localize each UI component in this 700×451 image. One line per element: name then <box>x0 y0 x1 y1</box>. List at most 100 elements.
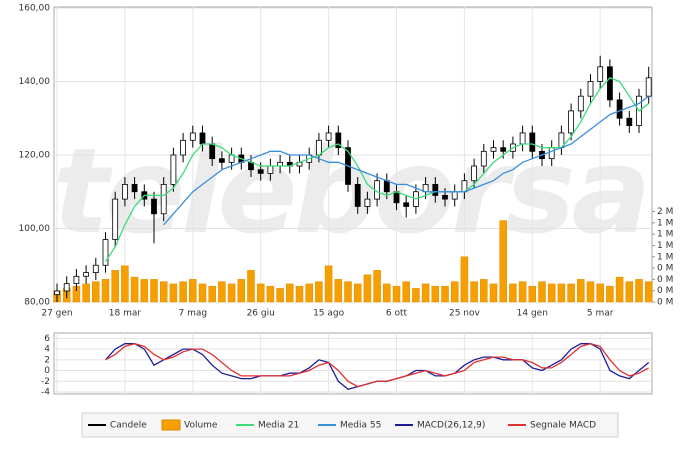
y-tick-label: 0 <box>44 366 50 376</box>
y2-tick-label: 0 M <box>657 275 673 285</box>
volume-bar <box>305 283 313 303</box>
volume-bar <box>538 281 546 303</box>
candle-body <box>471 165 478 182</box>
volume-bar <box>353 283 362 303</box>
volume-bar <box>295 285 304 303</box>
y-tick-label: -4 <box>41 388 50 398</box>
candle-body <box>548 147 555 160</box>
candle-body <box>54 290 60 296</box>
candle-body <box>519 132 526 145</box>
legend-label: Media 55 <box>340 421 381 431</box>
volume-bar <box>101 279 110 303</box>
legend-label: Segnale MACD <box>530 421 596 431</box>
volume-bar <box>266 285 275 303</box>
volume-bar <box>577 279 585 303</box>
y2-tick-label: 1 M <box>657 241 673 251</box>
volume-bar <box>179 281 187 303</box>
volume-bar <box>450 281 459 303</box>
volume-bar <box>334 279 343 303</box>
y-tick-label: 120,00 <box>19 151 51 161</box>
x-tick-label: 5 mar <box>587 309 614 319</box>
candle-body <box>442 195 448 200</box>
candle-body <box>151 198 157 215</box>
candle-body <box>597 66 604 82</box>
x-tick-label: 6 ott <box>386 309 408 319</box>
volume-bar <box>470 281 478 303</box>
volume-bar <box>189 279 197 303</box>
x-tick-label: 15 ago <box>313 309 345 319</box>
candle-body <box>364 198 371 207</box>
y2-tick-label: 1 M <box>657 252 673 262</box>
volume-bar <box>276 288 284 303</box>
volume-bar <box>421 283 430 303</box>
y-tick-label: 6 <box>44 334 50 344</box>
candle-body <box>209 143 216 160</box>
candle-body <box>616 99 623 119</box>
y-tick-label: 2 <box>44 355 50 365</box>
legend-label: Media 21 <box>258 421 299 431</box>
volume-bar <box>150 279 158 303</box>
candle-body <box>393 191 400 204</box>
volume-bar <box>227 283 236 303</box>
volume-bar <box>596 283 604 303</box>
volume-bar <box>460 256 469 303</box>
x-tick-label: 25 nov <box>449 309 481 319</box>
volume-bar <box>140 279 149 303</box>
candle-body <box>63 283 70 292</box>
volume-bar <box>557 283 566 303</box>
volume-bar <box>247 270 255 303</box>
x-tick-label: 27 gen <box>41 309 72 319</box>
candle-body <box>529 132 536 152</box>
candle-body <box>180 139 187 156</box>
volume-bar <box>256 283 265 303</box>
volume-bar <box>615 276 624 303</box>
volume-bar <box>130 276 139 303</box>
legend-swatch <box>161 419 181 431</box>
candle-body <box>500 147 507 152</box>
volume-bar <box>489 283 498 303</box>
volume-bar <box>547 283 556 303</box>
volume-bar <box>363 274 372 303</box>
line <box>163 95 650 226</box>
candle-body <box>160 183 167 215</box>
volume-bar <box>644 281 653 303</box>
candle-body <box>122 183 128 200</box>
volume-bar <box>286 283 294 303</box>
volume-bar <box>111 270 119 303</box>
volume-bar <box>518 281 527 303</box>
candle-body <box>73 275 80 285</box>
candle-body <box>112 198 119 240</box>
candle-body <box>480 150 487 167</box>
y2-tick-label: 0 M <box>657 298 673 308</box>
line <box>104 77 650 262</box>
legend-label: MACD(26,12,9) <box>417 421 485 431</box>
volume-bar <box>528 285 537 303</box>
candle-body <box>568 110 574 134</box>
y-tick-label: -2 <box>41 377 50 387</box>
volume-bar <box>315 281 323 303</box>
volume-bar <box>237 279 246 303</box>
volume-bar <box>635 279 643 303</box>
watermark: teleborsa <box>53 122 648 260</box>
volume-bar <box>159 281 168 303</box>
macd-panel <box>53 332 653 395</box>
volume-bar <box>344 281 352 303</box>
candle-body <box>451 191 458 200</box>
candle-body <box>607 66 613 101</box>
legend-label: Volume <box>184 421 218 431</box>
volume-bar <box>82 283 90 303</box>
volume-bar <box>441 285 449 303</box>
volume-bar <box>509 283 517 303</box>
x-tick-label: 18 mar <box>109 309 142 319</box>
candle-body <box>102 239 109 266</box>
volume-bar <box>392 285 401 303</box>
legend-label: Candele <box>110 421 147 431</box>
candle-body <box>83 272 89 277</box>
y-tick-label: 4 <box>44 345 50 355</box>
x-tick-label: 14 gen <box>517 309 548 319</box>
y2-tick-label: 1 M <box>657 230 673 240</box>
volume-bar <box>383 283 391 303</box>
line <box>105 343 650 388</box>
